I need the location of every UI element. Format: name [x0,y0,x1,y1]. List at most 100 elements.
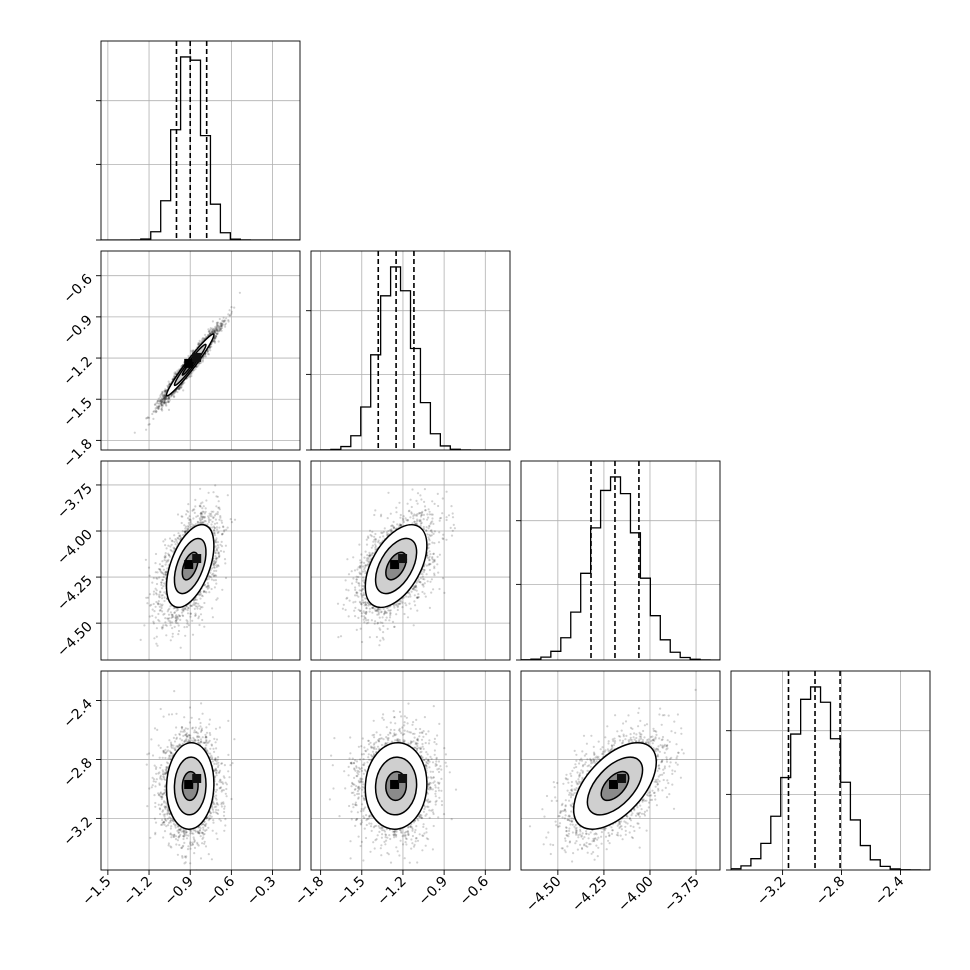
scatter-point [167,608,170,611]
scatter-point [160,404,163,407]
scatter-point [215,564,218,567]
scatter-point [216,511,219,514]
scatter-point [202,590,205,593]
scatter-point [212,328,215,332]
scatter-point [157,400,160,403]
scatter-point [164,617,167,620]
scatter-point [221,533,224,536]
scatter-point [210,515,213,518]
scatter-point [164,396,167,399]
scatter-point [213,336,216,339]
scatter-point [195,515,198,518]
scatter-point [145,428,148,431]
scatter-point [159,398,162,402]
scatter-point [163,393,166,396]
scatter-point [162,398,165,401]
scatter-point [216,324,219,327]
scatter-point [196,365,199,368]
scatter-point [191,371,194,374]
scatter-point [207,328,210,331]
scatter-point [168,382,171,385]
scatter-point [215,557,218,560]
scatter-point [164,552,167,555]
scatter-point [178,388,181,391]
scatter-point [199,505,202,508]
scatter-point [194,505,197,508]
scatter-point [152,590,156,593]
scatter-point [200,514,203,517]
scatter-point [201,618,204,622]
scatter-point [207,520,211,524]
scatter-point [160,400,163,403]
scatter-point [199,592,202,595]
scatter-point [216,323,219,327]
scatter-point [174,615,177,618]
scatter-point [199,512,202,515]
scatter-point [162,540,165,543]
scatter-point [174,390,177,393]
scatter-point [158,405,161,408]
scatter-point [194,598,197,601]
scatter-point [152,417,155,420]
scatter-point [213,329,216,332]
scatter-point [213,526,216,529]
scatter-point [155,589,158,592]
scatter-point [198,362,201,365]
scatter-point [209,571,212,574]
panel-0-0 [96,40,301,241]
scatter-point [173,391,176,394]
scatter-point [216,597,219,600]
scatter-point [195,602,198,605]
scatter-point [162,401,165,404]
scatter-point [167,544,170,547]
scatter-point [162,572,165,575]
scatter-point [160,393,163,396]
scatter-point [165,547,168,550]
scatter-point [221,532,224,535]
scatter-point [194,498,197,501]
scatter-point [162,397,166,400]
scatter-point [161,560,164,563]
scatter-point [186,612,190,615]
scatter-point [238,291,241,294]
scatter-point [159,402,162,405]
scatter-point [206,352,210,355]
scatter-point [198,362,201,365]
scatter-point [190,374,193,378]
scatter-point [210,345,213,348]
scatter-point [211,327,214,330]
scatter-point [154,616,157,619]
scatter-point [224,319,227,322]
scatter-point [214,331,217,334]
scatter-point [218,526,221,529]
scatter-point [220,322,223,325]
scatter-point [152,410,155,413]
scatter-point [213,586,216,589]
scatter-point [213,566,216,569]
scatter-point [159,400,162,403]
scatter-point [215,328,218,331]
scatter-point [199,502,202,505]
scatter-point [161,610,164,613]
scatter-point [197,602,200,605]
scatter-point [215,329,218,332]
scatter-point [183,530,186,533]
scatter-point [156,602,159,605]
scatter-point [222,319,226,323]
scatter-point [213,340,216,343]
scatter-point [225,317,228,320]
scatter-point [148,615,151,618]
scatter-point [168,537,172,540]
scatter-point [167,617,170,620]
scatter-point [187,607,190,610]
scatter-point [148,574,151,577]
scatter-point [206,587,209,590]
scatter-point [165,397,168,400]
scatter-point [182,610,185,613]
scatter-point [212,340,216,343]
scatter-point [213,331,216,334]
scatter-point [164,544,167,547]
scatter-point [144,558,147,561]
scatter-point [221,319,224,322]
scatter-point [154,409,157,412]
